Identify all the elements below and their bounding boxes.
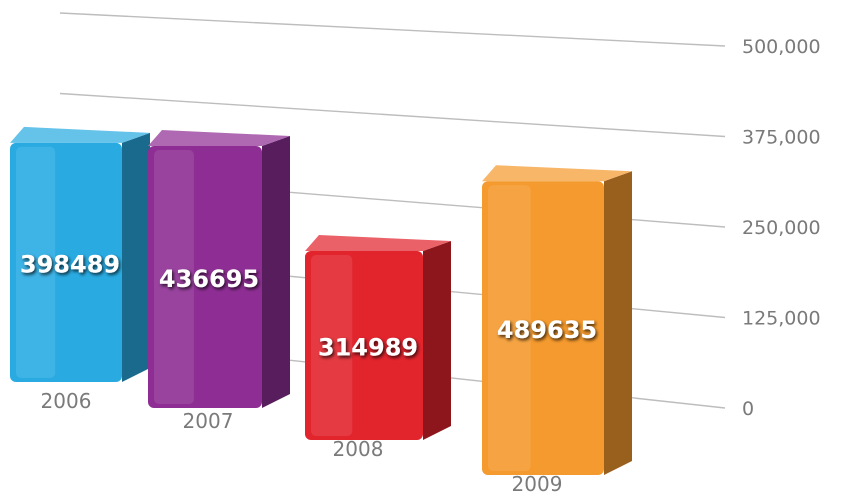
x-tick-label: 2008 bbox=[333, 437, 384, 461]
gridline bbox=[59, 12, 726, 47]
bar-2006: 398489 bbox=[10, 126, 150, 382]
bar-highlight bbox=[488, 185, 531, 471]
bar-highlight bbox=[16, 146, 56, 378]
bar-top bbox=[305, 235, 451, 252]
y-tick-label: 0 bbox=[742, 398, 754, 420]
bar-front bbox=[482, 181, 604, 475]
bar-side bbox=[423, 241, 451, 440]
bar-top bbox=[148, 129, 290, 146]
bar-side bbox=[262, 135, 290, 408]
x-tick-label: 2007 bbox=[183, 409, 234, 433]
bar-front bbox=[305, 251, 423, 440]
bar-top bbox=[10, 126, 150, 143]
bar-2007: 436695 bbox=[148, 129, 290, 408]
bar-highlight bbox=[311, 255, 353, 436]
bar-2008: 314989 bbox=[305, 235, 451, 440]
x-axis: 2006 2007 2008 2009 bbox=[41, 389, 563, 495]
y-tick-label: 500,000 bbox=[742, 36, 821, 58]
y-axis: 0 125,000 250,000 375,000 500,000 bbox=[742, 36, 821, 420]
data-label: 489635 bbox=[497, 316, 597, 344]
y-tick-label: 125,000 bbox=[742, 308, 821, 330]
data-label: 314989 bbox=[318, 334, 418, 362]
bar-side bbox=[604, 171, 632, 475]
y-tick-label: 250,000 bbox=[742, 217, 821, 239]
data-label: 398489 bbox=[20, 250, 120, 278]
x-tick-label: 2006 bbox=[41, 389, 92, 413]
bar-front bbox=[148, 145, 262, 408]
bar-side bbox=[122, 132, 150, 382]
data-label: 436695 bbox=[159, 265, 259, 293]
x-tick-label: 2009 bbox=[512, 472, 563, 495]
bar-top bbox=[482, 165, 632, 182]
gridline bbox=[59, 92, 726, 138]
bar-highlight bbox=[154, 149, 194, 404]
y-tick-label: 375,000 bbox=[742, 127, 821, 149]
bars: 398489 436695 314989 489635 bbox=[10, 126, 632, 475]
bar-2009: 489635 bbox=[482, 165, 632, 475]
bar-front bbox=[10, 142, 122, 382]
